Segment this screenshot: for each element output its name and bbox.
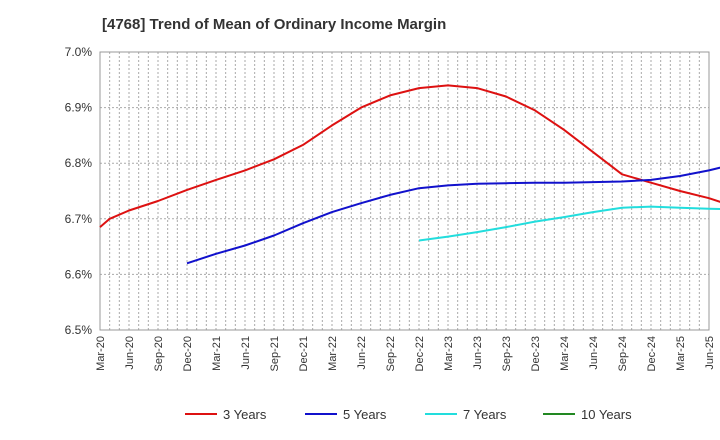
x-tick-label: Jun-21 [240,336,252,370]
x-tick-label: Dec-22 [414,336,426,371]
x-tick-label: Sep-22 [385,336,397,371]
legend-label-7-years: 7 Years [463,407,507,422]
x-tick-label: Jun-25 [704,336,716,370]
x-tick-label: Mar-22 [327,336,339,371]
x-tick-label: Jun-24 [588,336,600,370]
x-tick-label: Mar-23 [443,336,455,371]
x-tick-label: Mar-21 [211,336,223,371]
x-tick-label: Sep-24 [617,336,629,371]
y-tick-label: 6.5% [65,323,93,337]
y-tick-label: 7.0% [65,45,93,59]
legend-label-10-years: 10 Years [581,407,632,422]
plot-frame [99,51,710,331]
series-line-3-years [99,84,720,228]
x-tick-label: Mar-25 [675,336,687,371]
x-tick-label: Dec-20 [182,336,194,371]
y-tick-label: 6.8% [65,156,93,170]
x-tick-label: Dec-21 [298,336,310,371]
y-tick-label: 6.7% [65,212,93,226]
x-tick-label: Mar-24 [559,336,571,371]
y-tick-label: 6.9% [65,101,93,115]
series-lines [99,84,720,265]
legend-label-5-years: 5 Years [343,407,387,422]
series-line-5-years [186,166,720,265]
series-line-7-years [418,205,720,242]
x-tick-label: Sep-21 [269,336,281,371]
y-axis: 6.5% 6.6% 6.7% 6.8% 6.9% 7.0% [65,45,93,337]
x-tick-label: Sep-20 [153,336,165,371]
chart-title: [4768] Trend of Mean of Ordinary Income … [102,16,447,33]
x-tick-label: Mar-20 [95,336,107,371]
x-tick-label: Jun-22 [356,336,368,370]
x-tick-label: Dec-24 [646,336,658,371]
x-tick-label: Jun-20 [124,336,136,370]
x-tick-label: Jun-23 [472,336,484,370]
y-tick-label: 6.6% [65,267,93,281]
legend-label-3-years: 3 Years [223,407,267,422]
legend: 3 Years 5 Years 7 Years 10 Years [185,407,632,422]
x-axis: Mar-20 Jun-20 Sep-20 Dec-20 Mar-21 Jun-21 Sep-… [95,336,716,371]
x-tick-label: Sep-23 [501,336,513,371]
x-tick-label: Dec-23 [530,336,542,371]
